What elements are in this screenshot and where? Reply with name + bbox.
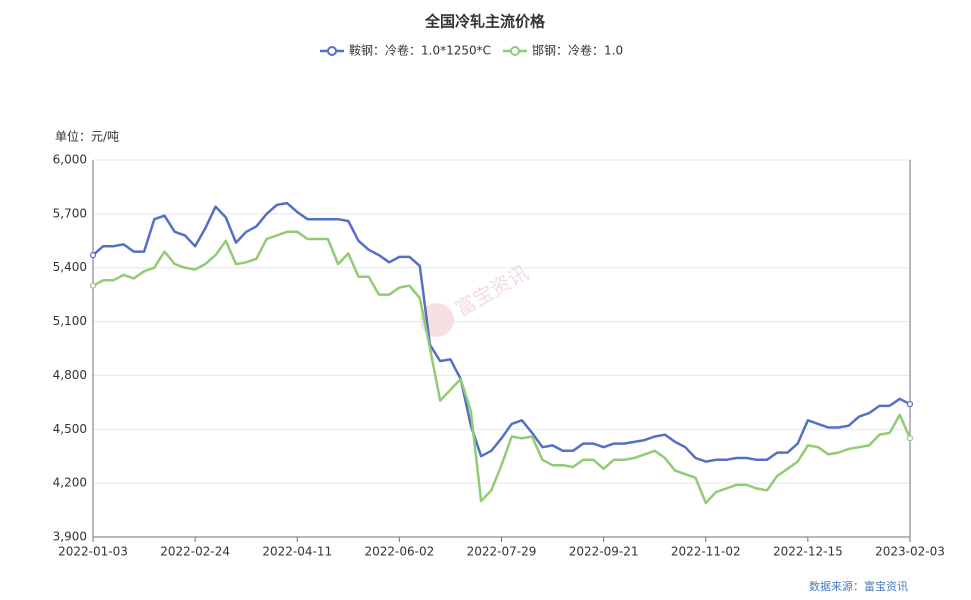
end-point — [89, 252, 97, 259]
y-tick-label: 4,800 — [53, 368, 87, 382]
x-tick-label: 2022-12-15 — [773, 545, 843, 559]
y-tick-label: 6,000 — [53, 153, 87, 167]
x-tick-label: 2022-02-24 — [160, 545, 230, 559]
y-tick-label: 4,200 — [53, 476, 87, 490]
legend-label: 邯钢：冷卷：1.0 — [532, 43, 623, 58]
end-point — [89, 282, 97, 289]
end-point — [906, 401, 914, 408]
y-tick-label: 5,400 — [53, 260, 87, 274]
legend-label: 鞍钢：冷卷：1.0*1250*C — [349, 43, 491, 58]
watermark-text: 富宝资讯 — [451, 260, 532, 321]
x-tick-label: 2022-01-03 — [58, 545, 128, 559]
y-unit: 单位：元/吨 — [55, 129, 119, 144]
x-tick-label: 2022-07-29 — [467, 545, 537, 559]
series-line — [92, 201, 911, 463]
watermark: 富宝资讯 — [420, 260, 533, 337]
y-tick-label: 5,700 — [53, 206, 87, 220]
y-tick-label: 5,100 — [53, 314, 87, 328]
x-tick-label: 2022-09-21 — [569, 545, 639, 559]
legend-marker — [510, 46, 521, 56]
y-tick-label: 3,900 — [53, 530, 87, 544]
chart-title: 全国冷轧主流价格 — [424, 13, 546, 31]
series-line — [92, 230, 912, 505]
x-tick-label: 2022-04-11 — [262, 545, 332, 559]
legend-marker — [327, 46, 337, 56]
x-tick-label: 2023-02-03 — [875, 545, 945, 559]
x-tick-label: 2022-06-02 — [365, 545, 435, 559]
y-tick-label: 4,500 — [53, 422, 87, 436]
legend: 鞍钢：冷卷：1.0*1250*C 邯钢：冷卷：1.0 — [320, 43, 623, 58]
x-tick-label: 2022-11-02 — [671, 545, 741, 559]
end-point — [906, 435, 914, 442]
source: 数据来源：富宝资讯 — [809, 579, 908, 593]
